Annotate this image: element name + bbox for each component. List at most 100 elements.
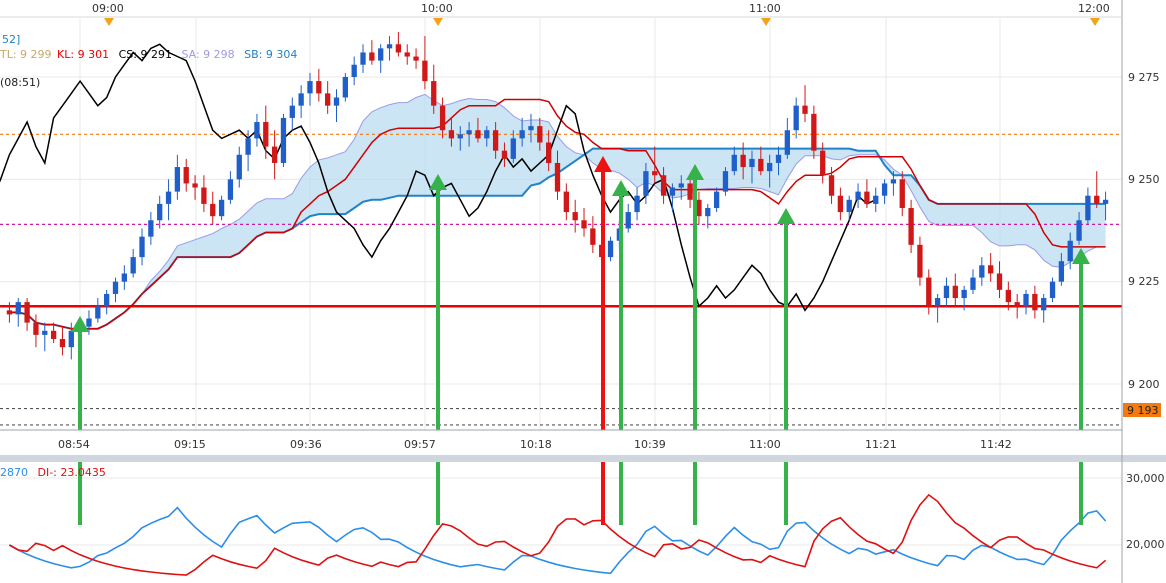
candle-body bbox=[218, 199, 225, 217]
candle-body bbox=[767, 162, 773, 172]
time-tick: 09:36 bbox=[290, 438, 322, 451]
top-axis-label: 11:00 bbox=[749, 2, 781, 15]
candle-body bbox=[970, 277, 976, 290]
time-tick: 08:54 bbox=[58, 438, 90, 451]
candle-body bbox=[784, 130, 790, 155]
candle-body bbox=[86, 318, 92, 327]
candle-body bbox=[457, 134, 463, 139]
candle-body bbox=[307, 81, 313, 94]
candle-body bbox=[510, 138, 516, 159]
price-tick: 9 275 bbox=[1128, 71, 1160, 84]
candle-body bbox=[828, 175, 835, 196]
candlestick-series bbox=[6, 31, 1109, 360]
time-tick: 10:39 bbox=[634, 438, 666, 451]
candle-body bbox=[466, 130, 472, 135]
candle-body bbox=[183, 167, 189, 184]
candle-body bbox=[802, 105, 808, 114]
candle-body bbox=[1014, 302, 1020, 307]
candle-body bbox=[112, 281, 119, 294]
session-marker-icon bbox=[104, 18, 114, 26]
candle-body bbox=[979, 265, 985, 278]
price-tag-background bbox=[1123, 403, 1161, 417]
price-axis: 9 275 9 250 9 225 9 200 bbox=[1128, 71, 1160, 391]
candle-body bbox=[519, 130, 525, 139]
candle-body bbox=[749, 158, 755, 168]
candle-body bbox=[740, 154, 746, 168]
candle-body bbox=[227, 179, 234, 200]
candle-body bbox=[68, 330, 74, 348]
ichimoku-legend-values: TL: 9 299 KL: 9 301 CS: 9 291 SA: 9 298 … bbox=[0, 48, 297, 61]
candle-body bbox=[722, 171, 729, 192]
time-tick: 09:15 bbox=[174, 438, 206, 451]
candle-body bbox=[280, 117, 287, 163]
candle-body bbox=[139, 236, 145, 258]
top-axis-label: 09:00 bbox=[92, 2, 124, 15]
panel-separator[interactable] bbox=[0, 455, 1166, 462]
candle-body bbox=[1076, 220, 1082, 241]
candle-body bbox=[201, 187, 207, 204]
candle-body bbox=[148, 220, 154, 237]
candle-body bbox=[1067, 240, 1073, 262]
price-tick: 9 225 bbox=[1128, 275, 1160, 288]
candle-body bbox=[59, 338, 66, 348]
candle-body bbox=[316, 81, 322, 94]
candle-body bbox=[961, 289, 967, 299]
candle-body bbox=[448, 130, 455, 139]
session-marker-icon bbox=[433, 18, 443, 26]
candle-body bbox=[1058, 261, 1065, 282]
candle-body bbox=[422, 60, 428, 82]
candle-body bbox=[908, 207, 914, 245]
candle-body bbox=[563, 191, 569, 213]
candle-body bbox=[820, 150, 826, 176]
price-tick: 9 200 bbox=[1128, 378, 1160, 391]
candle-body bbox=[475, 130, 481, 139]
candle-body bbox=[501, 150, 508, 159]
candle-body bbox=[899, 179, 905, 208]
candle-body bbox=[705, 207, 711, 217]
legend-senkou-b: SB: 9 304 bbox=[244, 48, 298, 61]
legend-time-note: (08:51) bbox=[0, 76, 41, 89]
di-plus-line bbox=[9, 506, 1107, 575]
candle-body bbox=[926, 277, 932, 307]
candle-body bbox=[395, 44, 402, 53]
price-tag-value: 9 193 bbox=[1127, 404, 1159, 417]
candle-body bbox=[439, 105, 446, 131]
dmi-plus-value: 2870 bbox=[0, 466, 28, 479]
candle-body bbox=[325, 93, 331, 106]
candle-body bbox=[121, 273, 127, 282]
current-price-tag: 9 193 bbox=[1123, 403, 1161, 417]
candle-body bbox=[210, 203, 216, 217]
time-tick: 11:00 bbox=[749, 438, 781, 451]
session-marker-icon bbox=[1090, 18, 1100, 26]
candle-body bbox=[33, 322, 39, 335]
candle-body bbox=[484, 130, 490, 139]
candle-body bbox=[917, 244, 923, 278]
dmi-legend: 2870 DI-: 23.0435 bbox=[0, 466, 106, 479]
ichimoku-legend: 52] bbox=[2, 33, 20, 46]
candle-body bbox=[625, 212, 631, 229]
candle-body bbox=[678, 183, 684, 188]
session-markers bbox=[104, 18, 1100, 26]
candle-body bbox=[263, 122, 269, 147]
candle-body bbox=[15, 302, 21, 315]
candle-body bbox=[758, 158, 764, 172]
candle-body bbox=[775, 154, 782, 163]
legend-kijun: KL: 9 301 bbox=[57, 48, 110, 61]
signal-arrows bbox=[71, 156, 1090, 525]
legend-prefix: 52] bbox=[2, 33, 21, 46]
kumo-cloud bbox=[9, 94, 1106, 329]
candle-body bbox=[1032, 293, 1038, 311]
candle-body bbox=[1094, 195, 1100, 204]
candle-body bbox=[652, 171, 658, 176]
dmi-indicator bbox=[0, 477, 1122, 576]
candle-body bbox=[369, 52, 375, 61]
candle-body bbox=[492, 130, 499, 151]
signal-arrow-head-icon bbox=[594, 156, 612, 172]
candle-body bbox=[537, 126, 543, 143]
candle-body bbox=[24, 302, 30, 323]
candle-body bbox=[165, 191, 172, 204]
candle-body bbox=[1102, 199, 1109, 204]
time-tick: 10:18 bbox=[520, 438, 552, 451]
